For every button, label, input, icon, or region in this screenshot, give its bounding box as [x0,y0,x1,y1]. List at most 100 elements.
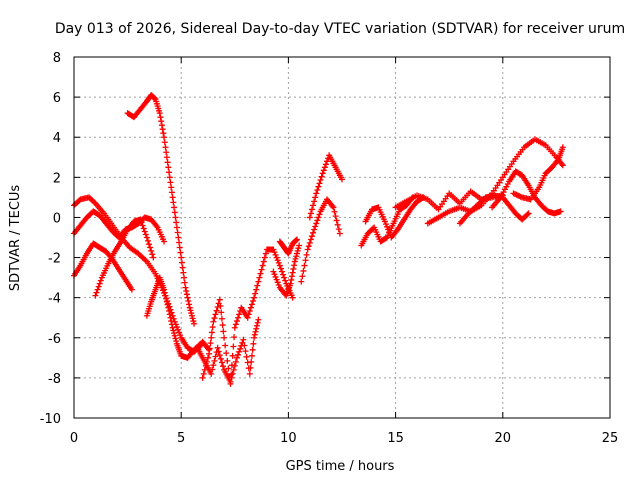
data-point [184,294,191,301]
data-point [173,224,180,231]
data-point [218,315,225,322]
y-tick-label: 0 [53,211,61,226]
data-point [227,380,234,387]
data-point [323,158,330,165]
data-points [71,92,566,387]
data-point [273,254,280,261]
data-point [143,234,150,241]
data-point [199,374,206,381]
series-arc-k [298,196,343,285]
data-point [300,267,307,274]
data-point [313,220,320,227]
data-point [225,365,232,372]
data-point [311,226,318,233]
data-point [212,311,219,318]
data-point [214,304,221,311]
data-point [191,320,198,327]
data-point [214,344,221,351]
data-point [319,170,326,177]
series-arc-e [124,92,198,327]
data-point [144,237,151,244]
data-point [212,353,219,360]
data-point [210,318,217,325]
data-point [172,214,179,221]
data-point [178,254,185,261]
data-point [296,242,303,249]
y-tick-label: -8 [48,372,61,387]
data-point [140,225,147,232]
data-point [159,126,166,133]
y-tick-label: 6 [53,91,61,106]
data-point [251,294,258,301]
x-tick-label: 0 [70,431,78,446]
data-point [190,318,197,325]
data-point [173,338,180,345]
data-point [305,243,312,250]
data-point [291,262,298,269]
data-point [335,226,342,233]
data-point [270,268,277,275]
data-point [161,139,168,146]
data-point [231,334,238,341]
data-point [246,370,253,377]
data-point [177,332,184,339]
x-tick-labels: 0 5 10 15 20 25 [70,431,618,446]
data-point [96,280,103,287]
data-point [393,227,400,234]
series-arc-c [71,240,135,293]
data-point [217,303,224,310]
data-point [176,329,183,336]
data-point [153,223,160,230]
data-point [189,315,196,322]
data-point [276,262,283,269]
data-point [258,266,265,273]
data-point [253,325,260,332]
data-point [185,298,192,305]
data-point [252,290,259,297]
y-tick-label: -10 [40,412,61,427]
data-point [290,265,297,272]
data-point [312,223,319,230]
data-point [231,362,238,369]
data-point [166,308,173,315]
data-point [260,258,267,265]
series-arc-b [71,208,168,245]
series-arc-i [270,242,303,299]
data-point [261,254,268,261]
data-point [262,250,269,257]
data-point [246,308,253,315]
data-point [169,324,176,331]
data-point [272,251,279,258]
data-point [308,233,315,240]
data-point [188,312,195,319]
data-point [180,269,187,276]
data-point [385,226,392,233]
data-point [170,199,177,206]
series-arc-d [92,216,157,299]
data-point [235,351,242,358]
data-point [315,183,322,190]
data-point [182,284,189,291]
data-point [274,279,281,286]
data-point [178,259,185,266]
data-point [137,216,144,223]
data-point [232,358,239,365]
data-point [201,366,208,373]
data-point [244,359,251,366]
data-point [228,371,235,378]
data-point [161,134,168,141]
x-tick-label: 20 [495,431,512,446]
data-point [139,222,146,229]
data-point [314,217,321,224]
data-point [157,114,164,121]
data-point [148,247,155,254]
data-point [219,322,226,329]
data-point [208,329,215,336]
data-point [200,370,207,377]
data-point [301,262,308,269]
data-point [281,274,288,281]
data-point [171,204,178,211]
y-tick-label: -6 [48,332,61,347]
data-point [329,203,336,210]
data-point [313,190,320,197]
